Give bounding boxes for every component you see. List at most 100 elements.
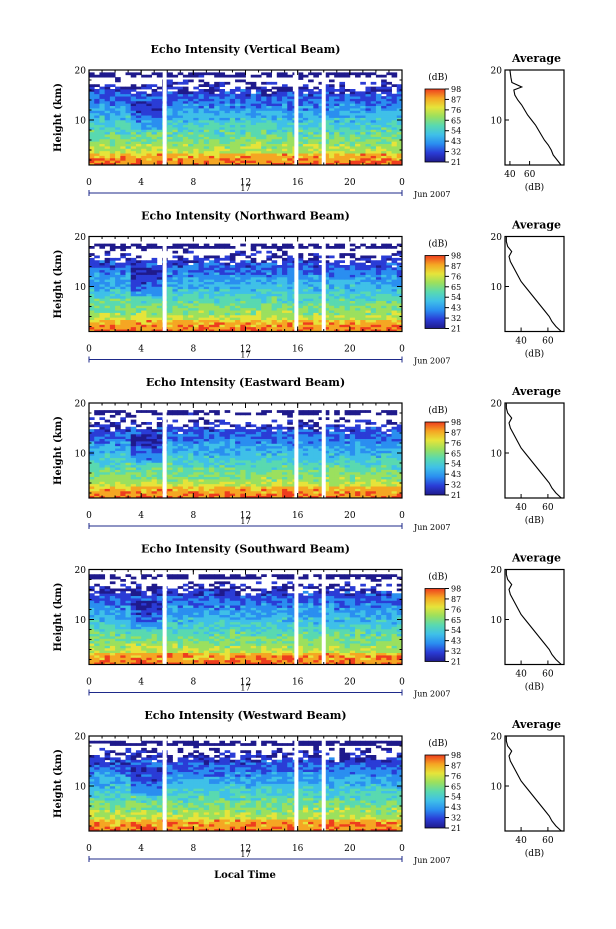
heatmap-cell [115, 490, 121, 494]
heatmap-cell [381, 324, 387, 328]
heatmap-cell [177, 267, 184, 271]
heatmap-cell [203, 100, 210, 104]
heatmap-cell [229, 96, 236, 99]
heatmap-cell [318, 267, 325, 271]
heatmap-cell [276, 110, 283, 114]
heatmap-cell [313, 91, 319, 95]
heatmap-cell [135, 103, 142, 107]
heatmap-cell [339, 153, 346, 156]
heatmap-cell [313, 93, 319, 97]
heatmap-cell [261, 136, 267, 140]
heatmap-cell [94, 490, 100, 494]
heatmap-cell [255, 293, 262, 297]
heatmap-cell [229, 93, 236, 97]
heatmap-cell [109, 267, 116, 271]
heatmap-cell [328, 155, 335, 159]
heatmap-cell [266, 105, 272, 109]
heatmap-cell [125, 490, 132, 494]
heatmap-cell [188, 317, 194, 321]
heatmap-cell [396, 274, 403, 278]
heatmap-cell [188, 136, 194, 140]
heatmap-cell [261, 286, 267, 290]
heatmap-cell [255, 479, 262, 482]
heatmap-cell [109, 495, 116, 499]
heatmap-cell [104, 98, 111, 102]
heatmap-cell [308, 295, 314, 299]
heatmap-cell [229, 298, 236, 302]
heatmap-cell [214, 141, 220, 145]
heatmap-cell [214, 108, 220, 111]
heatmap-cell [313, 262, 319, 266]
heatmap-cell [391, 143, 398, 147]
heatmap-cell [250, 288, 257, 292]
heatmap-cell [224, 305, 231, 309]
heatmap-cell [282, 281, 288, 285]
heatmap-cell [334, 108, 340, 111]
heatmap-cell [203, 143, 210, 147]
heatmap-cell [203, 288, 210, 292]
heatmap-cell [287, 310, 293, 313]
heatmap-cell [313, 329, 319, 332]
heatmap-cell [250, 81, 257, 85]
heatmap-cell [344, 272, 351, 275]
heatmap-cell [365, 103, 372, 107]
heatmap-cell [344, 93, 351, 97]
heatmap-cell [115, 265, 121, 268]
heatmap-cell [229, 291, 236, 294]
heatmap-cell [109, 100, 116, 104]
heatmap-cell [334, 322, 340, 325]
heatmap-cell [266, 162, 272, 166]
heatmap-cell [89, 91, 95, 95]
heatmap-cell [276, 105, 283, 109]
heatmap-cell [120, 255, 126, 259]
heatmap-cell [115, 471, 121, 475]
heatmap-cell [344, 279, 351, 283]
heatmap-cell [323, 260, 330, 264]
heatmap-cell [182, 300, 189, 304]
heatmap-cell [339, 246, 346, 249]
heatmap-cell [156, 274, 163, 278]
heatmap-cell [396, 160, 403, 164]
heatmap-cell [287, 303, 293, 306]
heatmap-cell [115, 148, 121, 152]
heatmap-cell [386, 281, 392, 285]
heatmap-cell [151, 127, 158, 130]
heatmap-cell [370, 100, 377, 104]
heatmap-cell [282, 314, 288, 318]
heatmap-cell [120, 272, 126, 275]
heatmap-cell [214, 272, 220, 275]
heatmap-cell [349, 269, 356, 273]
heatmap-cell [266, 103, 272, 107]
heatmap-cell [391, 293, 398, 297]
heatmap-cell [276, 148, 283, 152]
heatmap-cell [349, 127, 356, 130]
heatmap-cell [355, 329, 361, 332]
heatmap-cell [219, 324, 226, 328]
heatmap-cell [203, 148, 210, 152]
heatmap-cell [208, 84, 215, 88]
heatmap-cell [151, 122, 158, 126]
heatmap-cell [344, 89, 351, 92]
heatmap-cell [276, 96, 283, 99]
heatmap-cell [94, 131, 100, 135]
heatmap-cell [360, 291, 366, 294]
heatmap-cell [328, 150, 335, 154]
heatmap-cell [381, 265, 387, 268]
heatmap-cell [156, 110, 163, 114]
heatmap-cell [360, 476, 366, 480]
heatmap-cell [313, 143, 319, 147]
heatmap-cell [167, 493, 173, 497]
heatmap-cell [203, 115, 210, 118]
heatmap-cell [219, 84, 226, 88]
heatmap-cell [229, 288, 236, 292]
heatmap-cell [151, 119, 158, 123]
heatmap-cell [323, 495, 330, 499]
heatmap-cell [109, 272, 116, 275]
heatmap-cell [214, 129, 220, 133]
heatmap-cell [109, 490, 116, 494]
heatmap-cell [349, 490, 356, 494]
heatmap-cell [229, 255, 236, 259]
heatmap-cell [245, 272, 252, 275]
heatmap-cell [208, 262, 215, 266]
heatmap-cell [297, 262, 304, 266]
